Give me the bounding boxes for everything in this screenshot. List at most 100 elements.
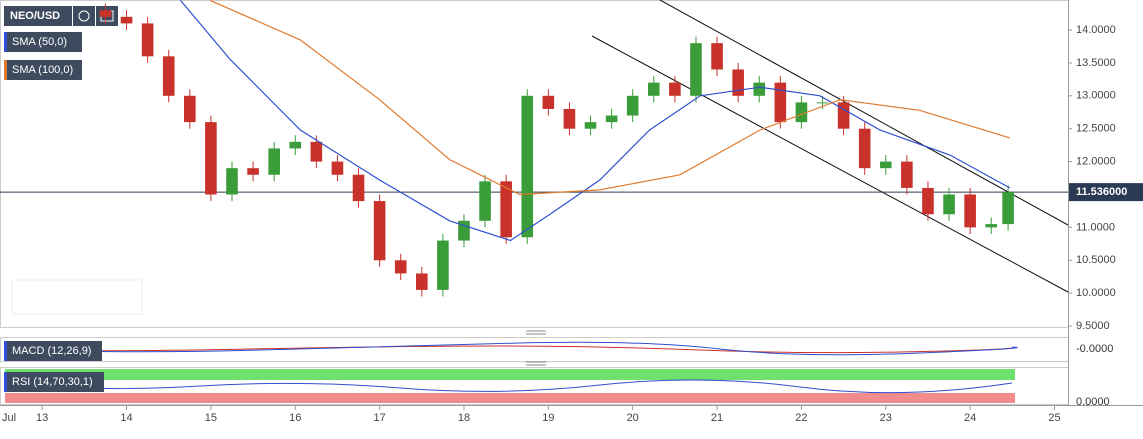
candle-body xyxy=(858,128,871,169)
macd-line xyxy=(4,341,1018,356)
candle-body xyxy=(795,102,808,123)
legend-swatch xyxy=(4,32,7,52)
y-tick-label: 14.0000 xyxy=(1076,24,1116,36)
x-tick-label: 22 xyxy=(795,412,807,424)
x-tick-label: 25 xyxy=(1048,412,1060,424)
candle-body xyxy=(99,10,112,17)
channel-lower xyxy=(591,35,1069,293)
candle-body xyxy=(394,260,407,274)
candle-body xyxy=(647,82,660,96)
last-price-box xyxy=(1069,183,1143,202)
candle-body xyxy=(690,43,702,96)
candle-body xyxy=(669,82,681,96)
pane-axis-label: 0.0000 xyxy=(1076,396,1110,408)
candle-body xyxy=(521,95,534,238)
candle-body xyxy=(184,95,196,123)
y-tick-label: 10.0000 xyxy=(1076,287,1116,299)
candle-body xyxy=(416,273,428,290)
candle-body xyxy=(774,82,787,123)
candle-body xyxy=(985,224,998,228)
y-tick-label: 13.0000 xyxy=(1076,90,1116,102)
y-tick-label: 11.0000 xyxy=(1076,221,1115,233)
pane-legend-swatch xyxy=(4,372,7,392)
sma-line xyxy=(180,0,1011,242)
refresh-icon xyxy=(78,10,90,22)
candle-body xyxy=(943,194,955,215)
pane-legend-box xyxy=(4,372,104,392)
candle-body xyxy=(458,220,470,241)
legend-box xyxy=(4,32,82,52)
x-tick-label: 21 xyxy=(711,412,723,424)
candle-body xyxy=(226,168,238,195)
rsi-oversold-band xyxy=(5,393,1015,403)
x-tick-label: 13 xyxy=(36,412,48,424)
candle-body xyxy=(816,102,829,104)
x-tick-label: 18 xyxy=(458,412,470,424)
candle-body xyxy=(964,194,976,228)
x-tick-label: 16 xyxy=(289,412,301,424)
month-label: Jul xyxy=(2,412,16,424)
pane-axis-label: -0.0000 xyxy=(1076,343,1113,355)
macd-signal xyxy=(4,345,1013,354)
candle-body xyxy=(268,148,280,175)
x-tick-label: 23 xyxy=(880,412,892,424)
candle-body xyxy=(310,141,323,162)
symbol-label: NEO/USD xyxy=(10,10,60,22)
legend-label: SMA (100,0) xyxy=(12,64,73,76)
candle-body xyxy=(162,56,175,96)
legend-box xyxy=(4,60,82,80)
x-tick-label: 20 xyxy=(627,412,639,424)
x-tick-label: 14 xyxy=(120,412,132,424)
x-tick-label: 17 xyxy=(373,412,385,424)
candle-body xyxy=(837,102,850,129)
symbol-box[interactable] xyxy=(4,6,72,26)
refresh-button[interactable] xyxy=(73,6,95,26)
pane-handles xyxy=(526,330,546,366)
rsi-line xyxy=(4,379,1013,394)
candle-body xyxy=(732,69,744,96)
y-tick-label: 13.5000 xyxy=(1076,57,1116,69)
candle-body xyxy=(479,181,491,221)
candle-body xyxy=(247,168,259,175)
y-tick-label: 12.0000 xyxy=(1076,155,1116,167)
sma-line xyxy=(209,0,1010,196)
candle-body xyxy=(605,115,618,123)
candle-body xyxy=(1002,192,1014,225)
pane-legend-label: MACD (12,26,9) xyxy=(12,345,91,357)
y-tick-label: 10.5000 xyxy=(1076,254,1116,266)
candle-body xyxy=(753,82,766,96)
candle-body xyxy=(626,95,639,116)
legend-swatch xyxy=(4,60,7,80)
rsi-overbought-band xyxy=(5,369,1015,380)
candle-body xyxy=(500,181,512,238)
candle-body xyxy=(205,122,217,195)
candle-body xyxy=(373,201,386,261)
y-tick-label: 12.5000 xyxy=(1076,123,1116,135)
candle-body xyxy=(563,108,576,129)
candle-body xyxy=(879,161,892,169)
candle-body xyxy=(437,240,449,290)
x-tick-label: 15 xyxy=(205,412,217,424)
x-tick-label: 24 xyxy=(964,412,976,424)
last-price-label: 11.536000 xyxy=(1076,186,1127,198)
pane-legend-box xyxy=(4,341,102,361)
candle-body xyxy=(584,122,597,129)
candle-body xyxy=(901,161,913,188)
channel-upper xyxy=(659,0,1069,226)
candle-body xyxy=(922,187,934,215)
candle-body xyxy=(331,161,344,175)
y-tick-label: 9.5000 xyxy=(1076,320,1110,332)
legend-label: SMA (50,0) xyxy=(12,36,67,48)
candle-body xyxy=(542,95,555,109)
candle-body xyxy=(141,23,154,57)
x-tick-label: 19 xyxy=(542,412,554,424)
candle-body xyxy=(711,43,723,70)
pane-legend-swatch xyxy=(4,341,7,361)
pane-legend-label: RSI (14,70,30,1) xyxy=(12,376,93,388)
candle-body xyxy=(120,16,133,24)
blank-box xyxy=(11,279,143,315)
candle-body xyxy=(289,141,302,149)
candle-body xyxy=(352,174,365,202)
